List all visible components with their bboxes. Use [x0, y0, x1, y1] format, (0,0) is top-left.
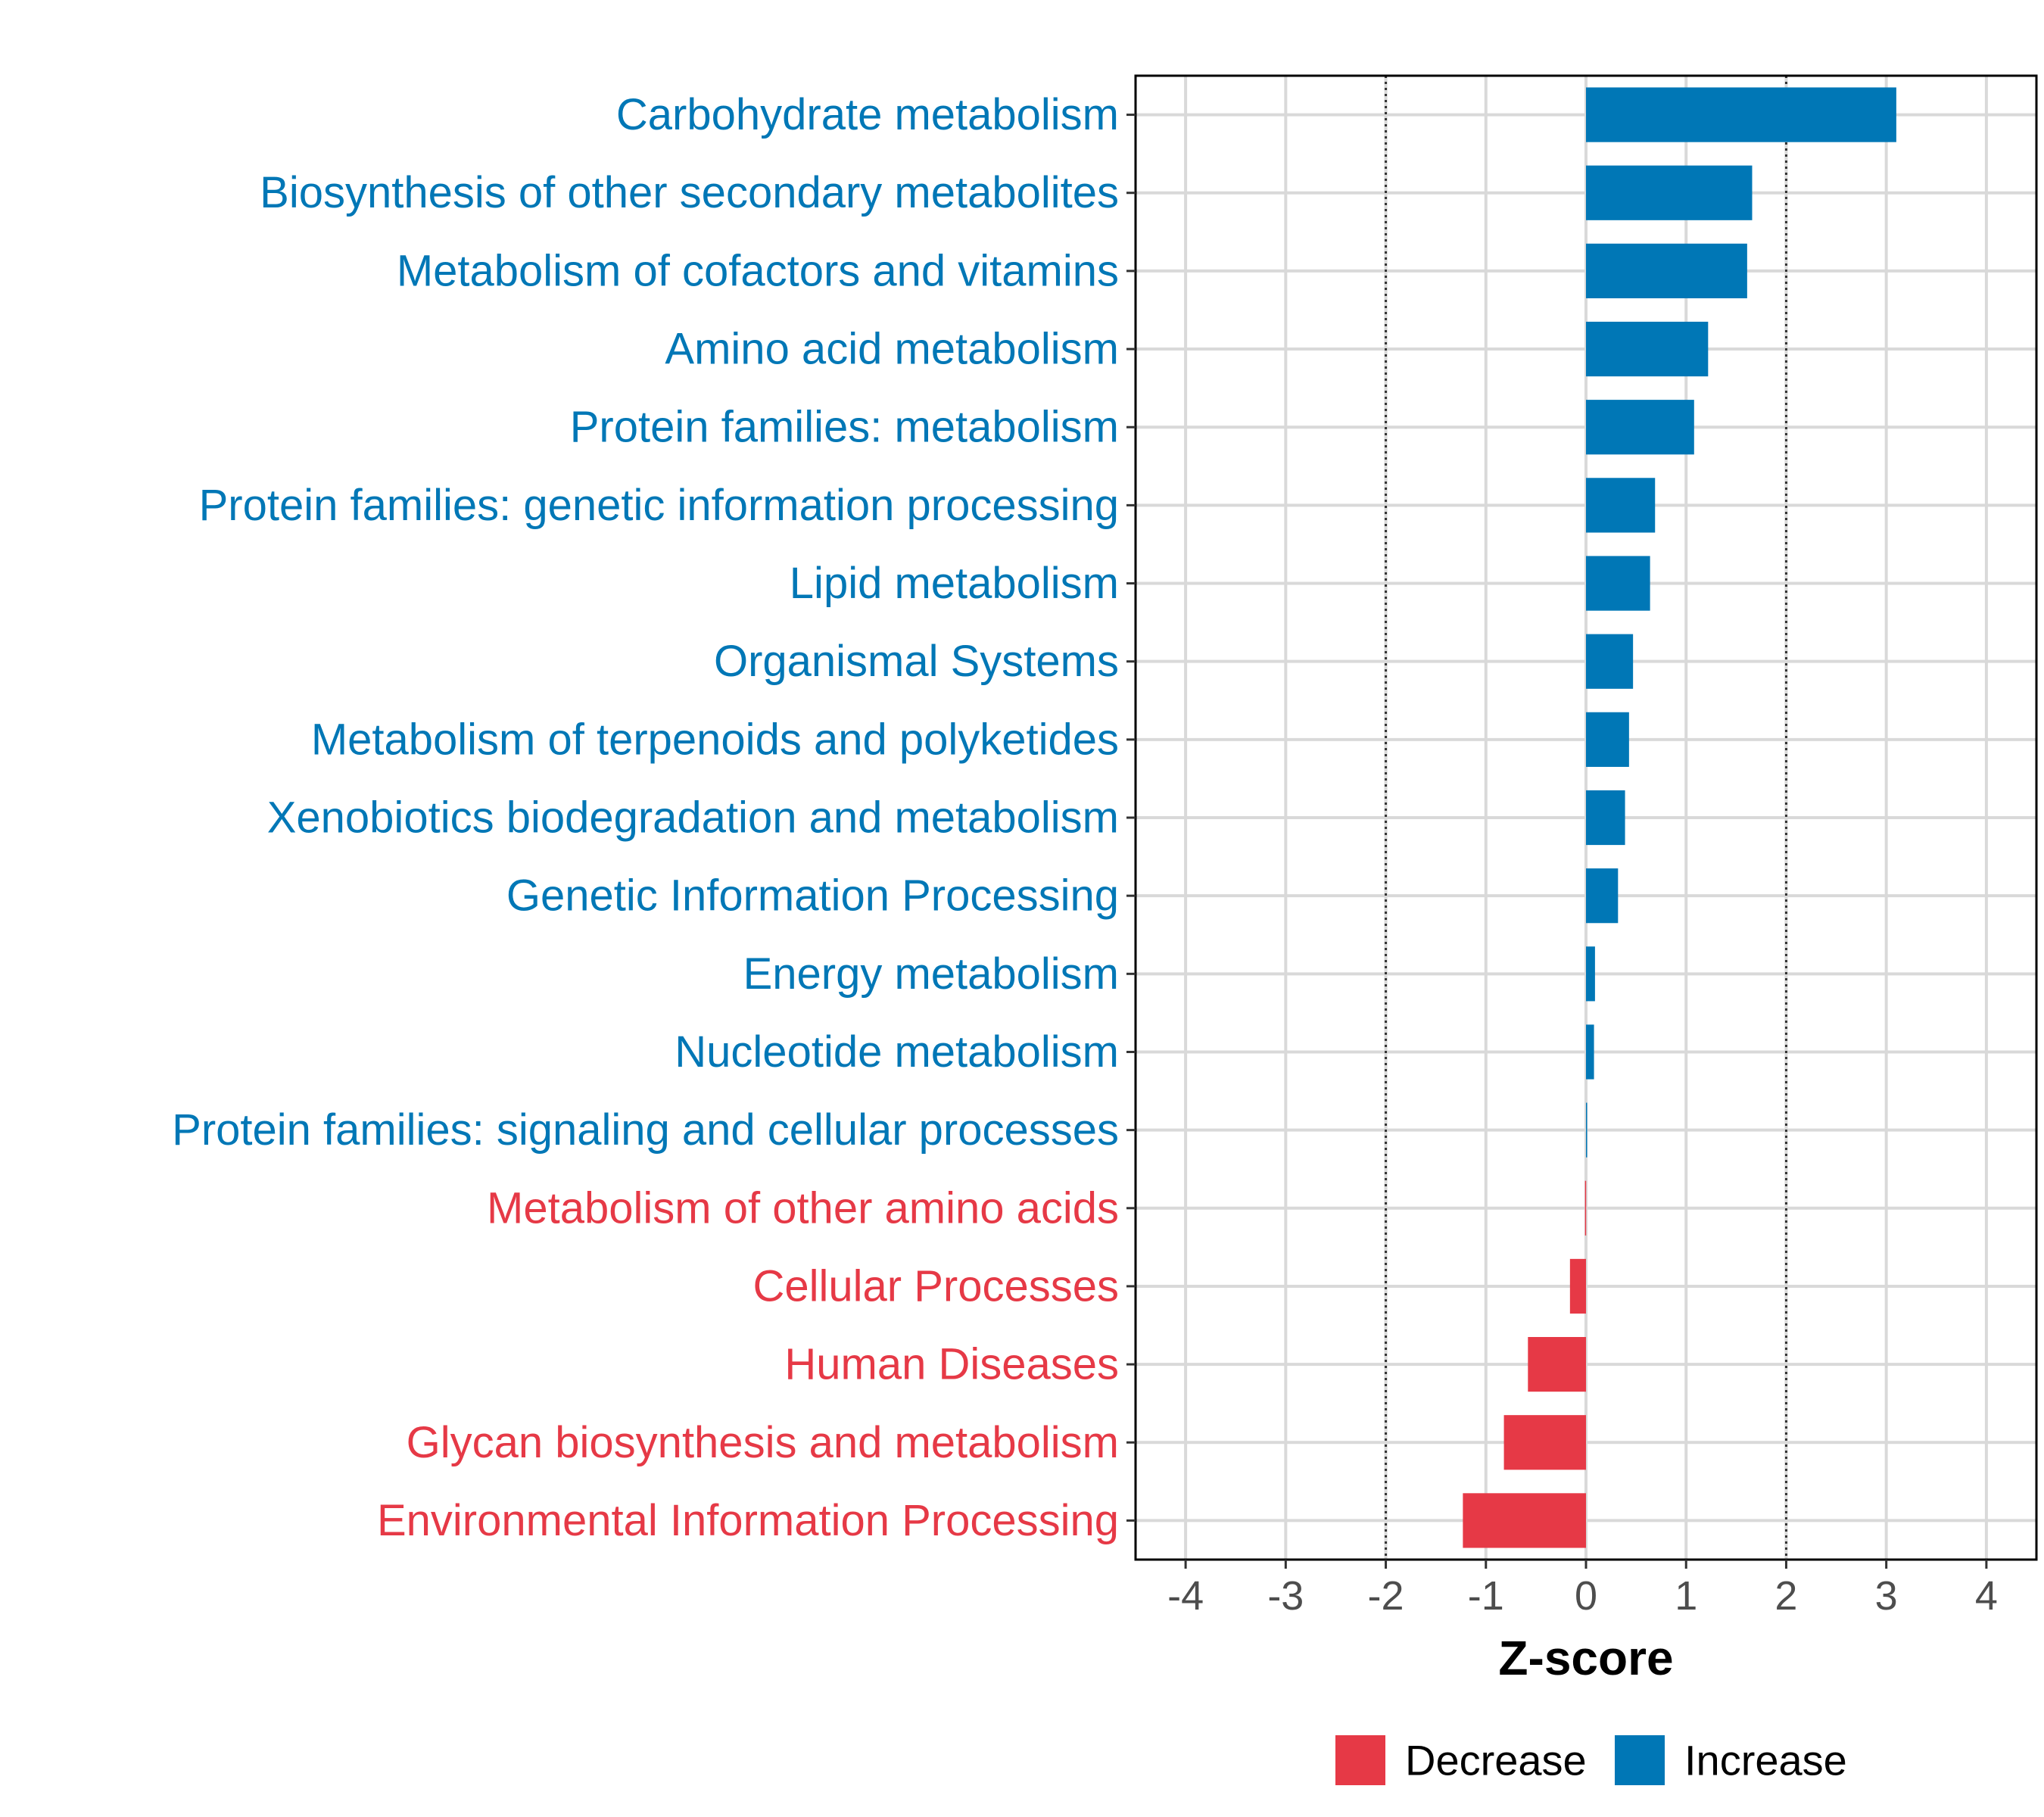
threshold-lines	[1385, 76, 1787, 1560]
x-tick-label: -2	[1368, 1573, 1404, 1619]
bars	[1463, 87, 1896, 1548]
bar	[1586, 634, 1634, 689]
category-label: Amino acid metabolism	[665, 325, 1119, 374]
bar	[1586, 1024, 1594, 1080]
bar	[1586, 243, 1747, 298]
bar	[1569, 1258, 1586, 1314]
category-label: Genetic Information Processing	[506, 871, 1119, 921]
bar	[1586, 478, 1656, 533]
category-label: Energy metabolism	[743, 949, 1119, 999]
x-axis-title: Z-score	[1498, 1631, 1673, 1685]
category-label: Xenobiotics biodegradation and metabolis…	[267, 793, 1119, 843]
category-label: Protein families: genetic information pr…	[199, 481, 1119, 530]
bar	[1586, 946, 1595, 1002]
x-tick-label: 4	[1975, 1573, 1998, 1619]
y-axis-ticks	[1126, 114, 1136, 1522]
x-tick-label: 1	[1675, 1573, 1697, 1619]
x-tick-label: 3	[1875, 1573, 1898, 1619]
category-label: Environmental Information Processing	[377, 1496, 1119, 1545]
x-tick-label: -4	[1167, 1573, 1204, 1619]
legend-key-increase	[1615, 1735, 1665, 1785]
bar	[1584, 1180, 1587, 1236]
y-axis-labels: Carbohydrate metabolism Biosynthesis of o…	[172, 90, 1119, 1545]
category-label: Metabolism of terpenoids and polyketides	[311, 715, 1119, 764]
bar	[1586, 87, 1896, 142]
legend-label-increase: Increase	[1684, 1737, 1847, 1784]
bar	[1586, 868, 1619, 924]
category-label: Glycan biosynthesis and metabolism	[407, 1418, 1119, 1467]
legend: Decrease Increase	[1335, 1735, 1847, 1785]
bar	[1463, 1493, 1586, 1548]
bar	[1586, 556, 1650, 611]
bar	[1528, 1337, 1586, 1392]
bar	[1586, 790, 1625, 846]
x-tick-label: -3	[1267, 1573, 1304, 1619]
category-label: Biosynthesis of other secondary metaboli…	[260, 168, 1119, 217]
bar	[1586, 1102, 1588, 1158]
legend-key-decrease	[1335, 1735, 1385, 1785]
bar	[1586, 400, 1694, 455]
x-axis-ticks	[1184, 1560, 1988, 1569]
category-label: Lipid metabolism	[790, 559, 1119, 608]
category-label: Human Diseases	[784, 1340, 1119, 1389]
x-axis-labels: -4 -3 -2 -1 0 1 2 3 4	[1167, 1573, 1998, 1619]
x-tick-label: 0	[1575, 1573, 1597, 1619]
bar	[1586, 321, 1709, 377]
category-label: Nucleotide metabolism	[675, 1027, 1119, 1077]
category-label: Cellular Processes	[752, 1261, 1119, 1311]
category-label: Carbohydrate metabolism	[616, 90, 1119, 139]
x-tick-label: -1	[1468, 1573, 1504, 1619]
bar	[1586, 712, 1629, 767]
x-tick-label: 2	[1774, 1573, 1797, 1619]
category-label: Metabolism of other amino acids	[487, 1183, 1119, 1233]
category-label: Metabolism of cofactors and vitamins	[397, 246, 1119, 295]
legend-label-decrease: Decrease	[1405, 1737, 1587, 1784]
category-label: Protein families: metabolism	[570, 403, 1119, 452]
bar	[1503, 1415, 1586, 1470]
category-label: Protein families: signaling and cellular…	[172, 1105, 1119, 1155]
category-label: Organismal Systems	[714, 637, 1119, 686]
bar	[1586, 165, 1753, 220]
